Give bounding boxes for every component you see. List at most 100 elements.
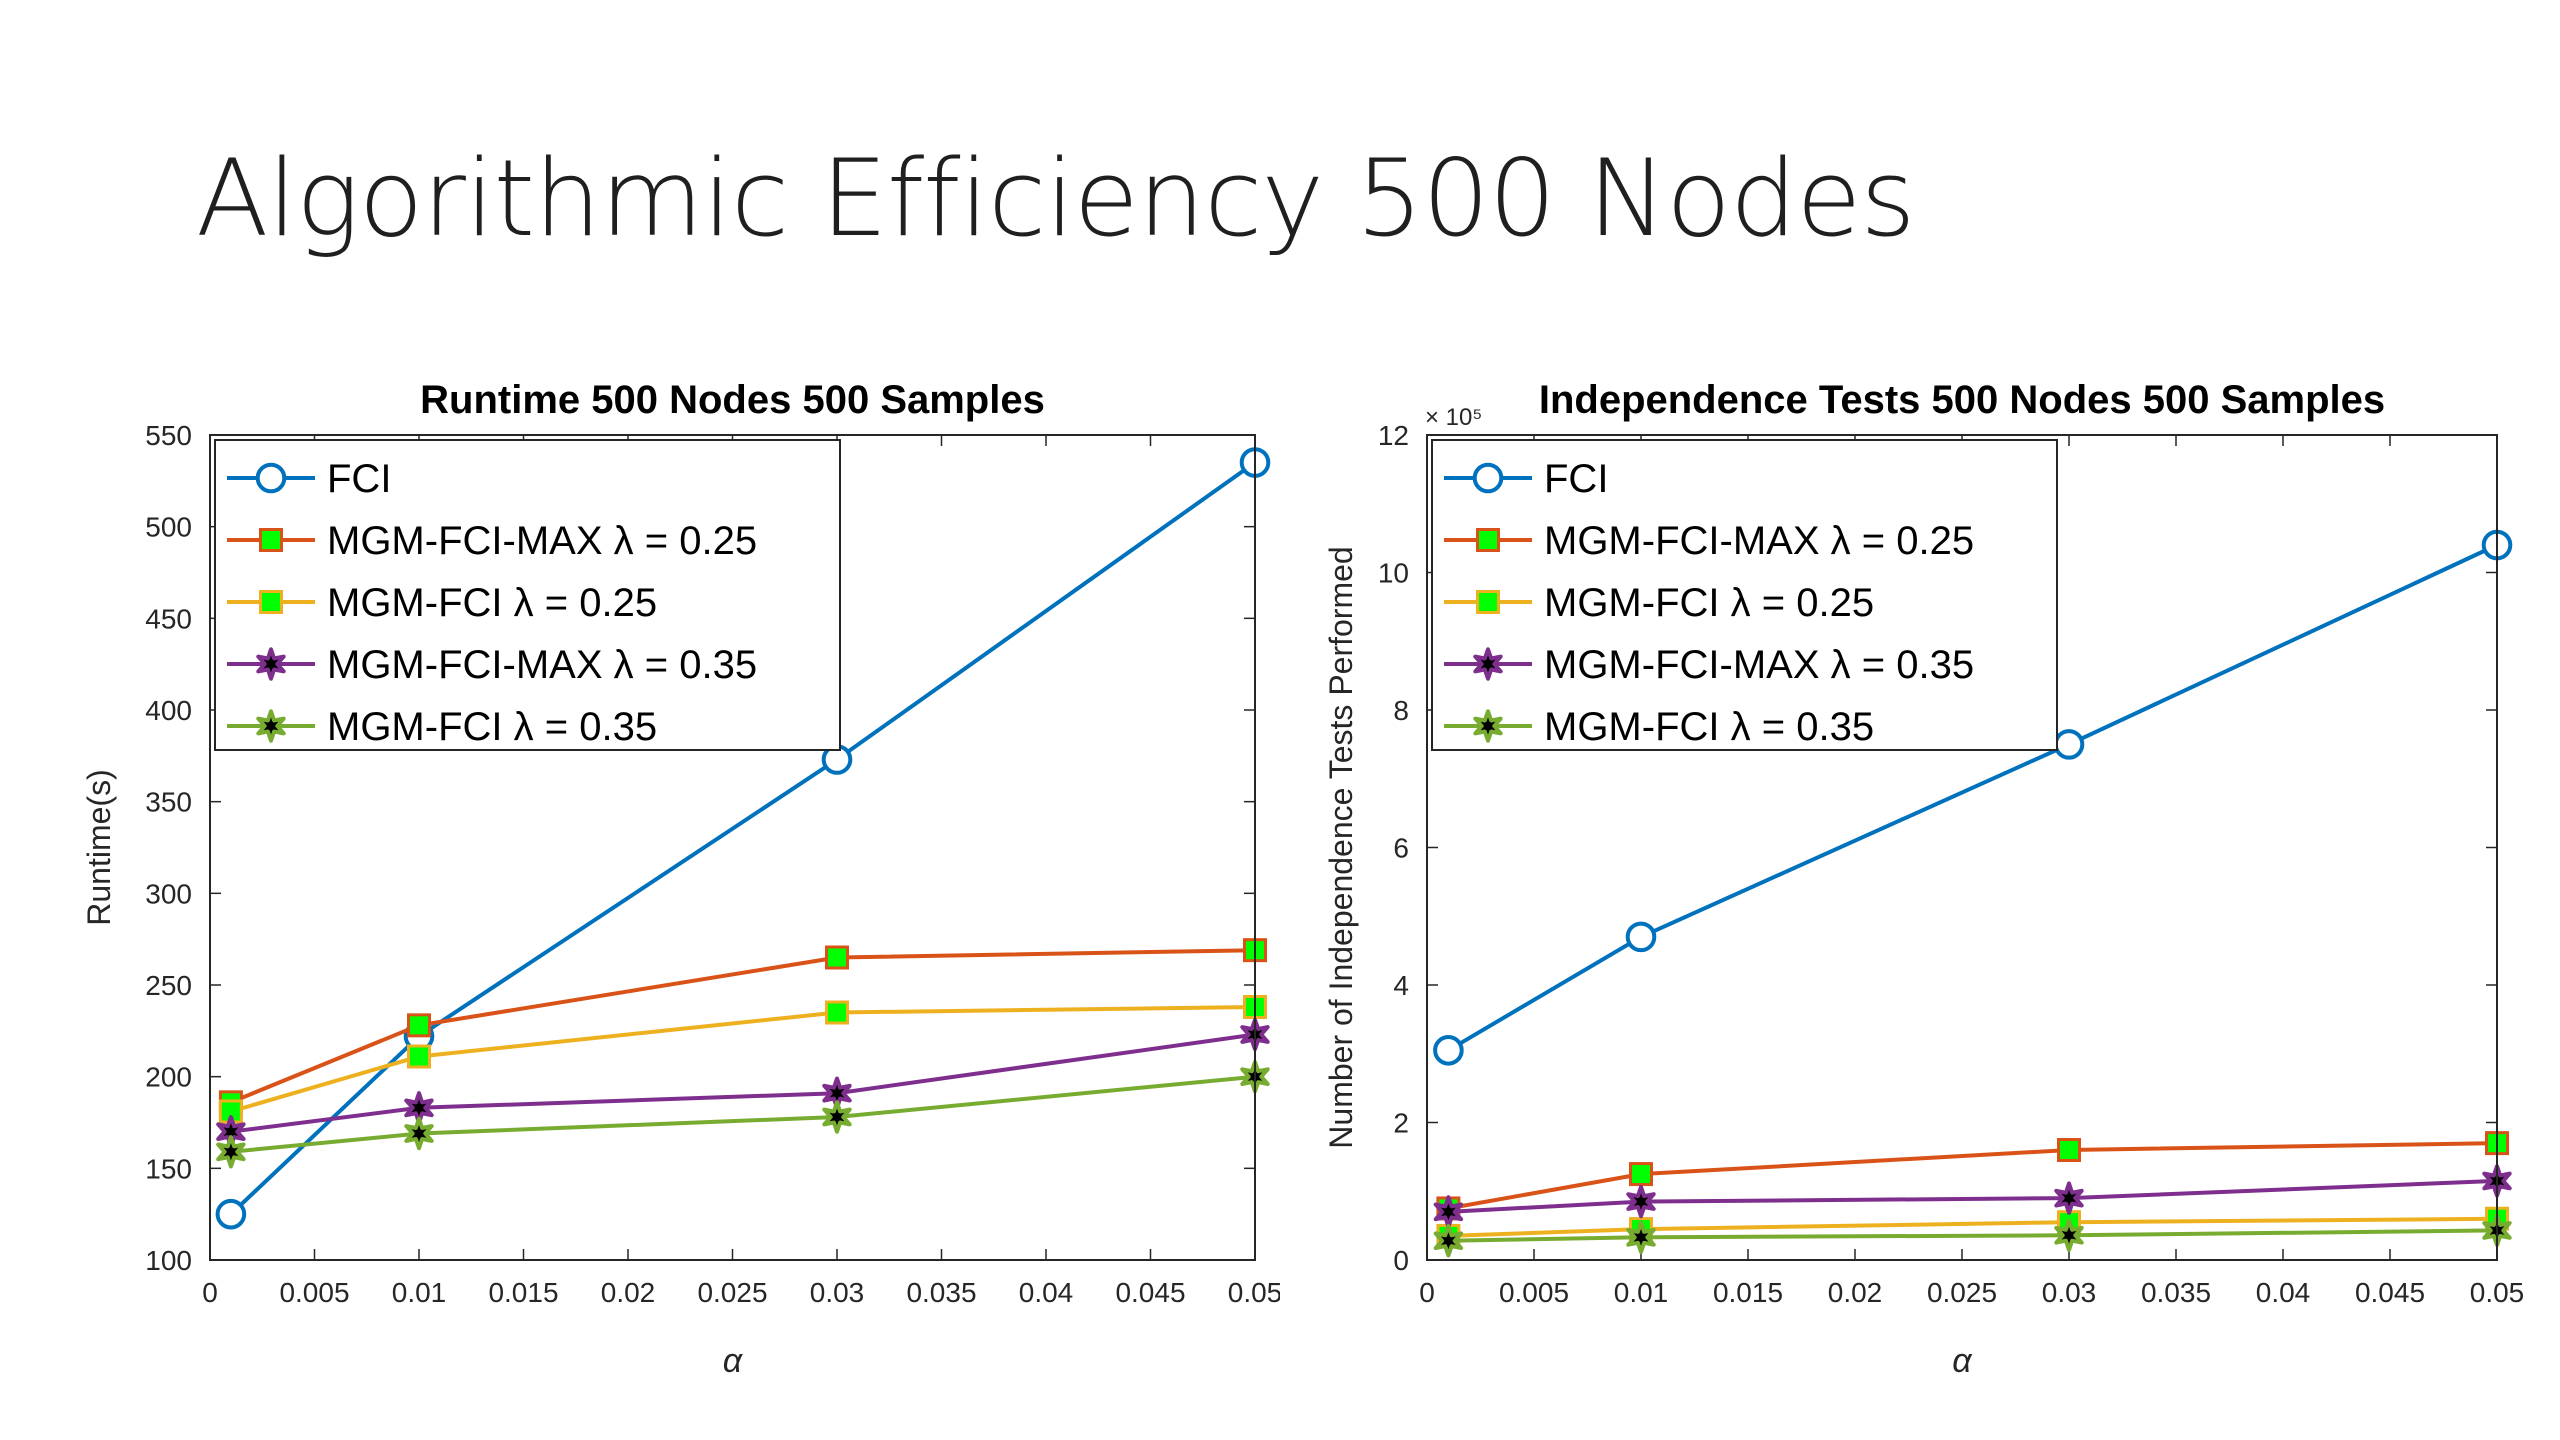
legend-item: MGM-FCI-MAX λ = 0.25 xyxy=(227,519,757,563)
x-tick-label: 0.025 xyxy=(1927,1277,1997,1308)
legend-marker xyxy=(1476,528,1500,552)
legend-label: MGM-FCI-MAX λ = 0.35 xyxy=(327,643,757,687)
data-point xyxy=(825,945,849,970)
legend-item: FCI xyxy=(1444,457,1608,501)
legend-marker xyxy=(256,709,286,743)
chart-title: Independence Tests 500 Nodes 500 Samples xyxy=(1539,378,2385,422)
x-tick-label: 0.02 xyxy=(601,1277,656,1308)
x-tick-label: 0.005 xyxy=(279,1277,349,1308)
y-tick-label: 8 xyxy=(1393,695,1409,726)
data-point xyxy=(2053,729,2085,760)
axes-box xyxy=(1426,434,2498,1261)
legend-item: MGM-FCI λ = 0.35 xyxy=(1444,705,1874,749)
slide-title: Algorithmic Efficiency 500 Nodes xyxy=(196,137,1916,260)
legend-box xyxy=(1431,439,2058,751)
y-tick-label: 0 xyxy=(1393,1245,1409,1276)
data-point xyxy=(407,1044,431,1069)
data-point xyxy=(1625,921,1657,953)
legend-marker xyxy=(1476,590,1500,614)
series-line xyxy=(1448,1178,2498,1214)
x-tick-label: 0 xyxy=(202,1277,218,1308)
data-point xyxy=(1626,1184,1656,1219)
series-MGM-FCI_035 xyxy=(216,1060,1270,1169)
legend-label: MGM-FCI λ = 0.35 xyxy=(327,705,657,749)
x-tick-label: 0.02 xyxy=(1828,1277,1883,1308)
legend-item: MGM-FCI λ = 0.25 xyxy=(227,581,657,625)
y-tick-label: 100 xyxy=(145,1245,192,1276)
chart-title: Runtime 500 Nodes 500 Samples xyxy=(420,378,1045,422)
legend-marker xyxy=(256,647,286,681)
legend-item: MGM-FCI-MAX λ = 0.35 xyxy=(1444,643,1974,687)
series-MGM-FCI_025 xyxy=(218,995,1267,1124)
y-tick-label: 350 xyxy=(145,787,192,818)
legend-item: MGM-FCI λ = 0.35 xyxy=(227,705,657,749)
y-axis-label: Number of Independence Tests Performed xyxy=(1323,546,1359,1148)
x-tick-label: 0.045 xyxy=(1115,1277,1185,1308)
y-tick-label: 500 xyxy=(145,512,192,543)
axes-box xyxy=(209,434,1256,1261)
series-line xyxy=(230,948,1256,1105)
legend-item: MGM-FCI λ = 0.25 xyxy=(1444,581,1874,625)
series-line xyxy=(230,1032,1256,1134)
data-point xyxy=(1626,1220,1656,1254)
data-point xyxy=(215,1198,247,1230)
legend-label: FCI xyxy=(1544,457,1608,501)
data-point xyxy=(404,1116,434,1151)
y-tick-label: 10 xyxy=(1378,558,1409,589)
x-tick-label: 0.035 xyxy=(2141,1277,2211,1308)
legend-item: FCI xyxy=(227,457,391,501)
x-tick-label: 0.015 xyxy=(488,1277,558,1308)
y-tick-label: 300 xyxy=(145,878,192,909)
x-tick-label: 0.015 xyxy=(1713,1277,1783,1308)
x-tick-label: 0.04 xyxy=(1019,1277,1074,1308)
x-tick-label: 0 xyxy=(1419,1277,1435,1308)
data-point xyxy=(822,1100,852,1134)
legend-marker xyxy=(255,462,287,494)
legend-label: MGM-FCI λ = 0.25 xyxy=(1544,581,1874,625)
data-point xyxy=(2054,1218,2084,1252)
legend-box xyxy=(214,439,841,751)
y-tick-label: 550 xyxy=(145,420,192,451)
x-tick-label: 0.03 xyxy=(2042,1277,2097,1308)
x-tick-label: 0.005 xyxy=(1499,1277,1569,1308)
runtime-chart: 0 0.005 0.01 0.015 0.02 0.025 0.03 0.035 0.04 0.0… xyxy=(81,378,1280,1380)
y-axis-label: Runtime(s) xyxy=(81,769,117,925)
legend: FCI MGM-FCI-MAX λ = 0.25 MGM-FCI λ = 0.25 M… xyxy=(1431,439,2058,751)
legend-marker xyxy=(259,528,283,552)
y-tick-label: 2 xyxy=(1393,1108,1409,1139)
series-line xyxy=(1447,543,2498,1053)
y-tick-label: 250 xyxy=(145,970,192,1001)
y-tick-label: 400 xyxy=(145,695,192,726)
x-tick-label: 0.045 xyxy=(2355,1277,2425,1308)
data-point xyxy=(2054,1181,2084,1215)
series-line xyxy=(1448,1141,2498,1211)
data-point xyxy=(1433,1224,1464,1258)
legend-marker xyxy=(1473,709,1503,743)
data-point xyxy=(407,1013,431,1038)
x-tick-label: 0.04 xyxy=(2256,1277,2311,1308)
legend-label: MGM-FCI λ = 0.25 xyxy=(327,581,657,625)
x-axis-label: α xyxy=(723,1342,744,1380)
series-line xyxy=(230,1005,1256,1114)
x-tick-label: 0.03 xyxy=(810,1277,865,1308)
series-line xyxy=(229,460,1257,1216)
y-tick-label: 4 xyxy=(1393,970,1409,1001)
independence-tests-chart: 0 0.005 0.01 0.015 0.02 0.025 0.03 0.035 0.04 0.0… xyxy=(1323,378,2524,1380)
legend-label: FCI xyxy=(327,457,391,501)
y-tick-label: 450 xyxy=(145,603,192,634)
series-line xyxy=(230,1074,1256,1154)
legend-label: MGM-FCI-MAX λ = 0.25 xyxy=(1544,519,1974,563)
y-tick-label: 6 xyxy=(1393,833,1409,864)
series-line xyxy=(1448,1216,2498,1238)
legend-marker xyxy=(259,590,283,614)
x-tick-label: 0.035 xyxy=(906,1277,976,1308)
legend-item: MGM-FCI-MAX λ = 0.35 xyxy=(227,643,757,687)
legend-label: MGM-FCI-MAX λ = 0.35 xyxy=(1544,643,1974,687)
data-point xyxy=(825,1000,849,1025)
y-tick-label: 150 xyxy=(145,1153,192,1184)
data-point xyxy=(2057,1138,2081,1162)
x-axis-label: α xyxy=(1952,1342,1973,1380)
ticks: 0 0.005 0.01 0.015 0.02 0.025 0.03 0.035 0.04 0.0… xyxy=(145,420,1280,1308)
legend-marker xyxy=(1472,462,1504,494)
x-tick-label: 0.05 xyxy=(1228,1277,1280,1308)
